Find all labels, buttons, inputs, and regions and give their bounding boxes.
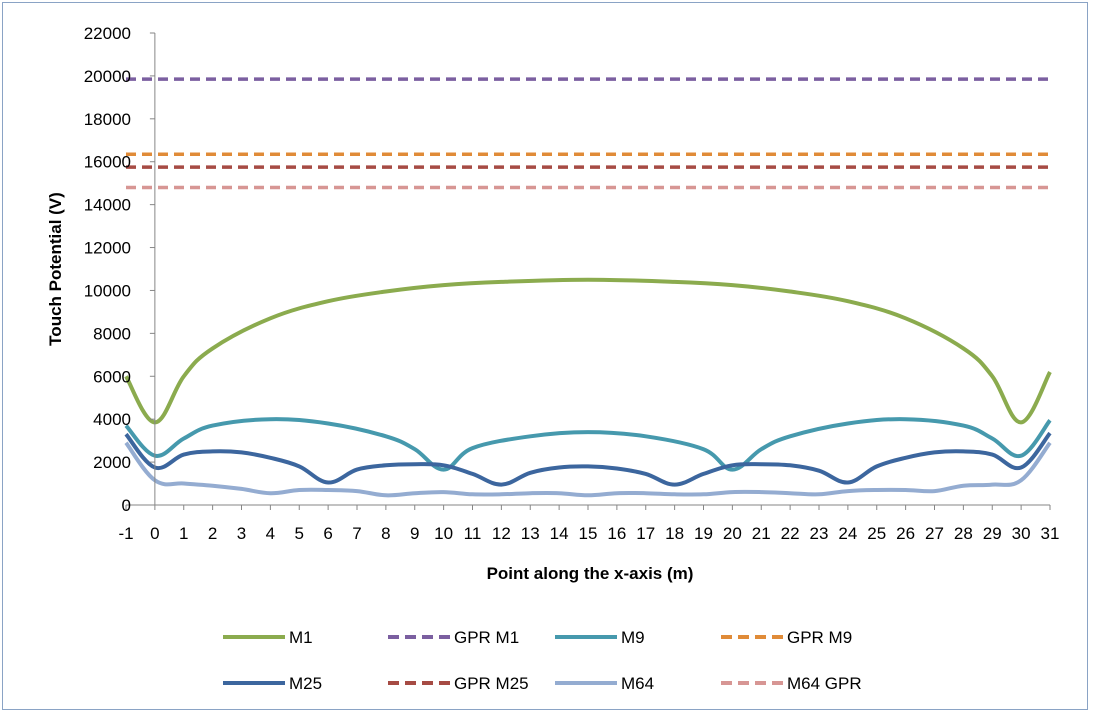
x-tick-label: 21 bbox=[752, 524, 771, 543]
x-tick-label: 26 bbox=[896, 524, 915, 543]
x-tick-label: 9 bbox=[410, 524, 419, 543]
y-tick-label: 14000 bbox=[84, 196, 131, 215]
x-tick-label: 11 bbox=[464, 524, 482, 543]
x-axis-title: Point along the x-axis (m) bbox=[487, 564, 694, 583]
legend-label: GPR M9 bbox=[787, 628, 852, 647]
x-tick-label: 15 bbox=[579, 524, 598, 543]
y-tick-label: 12000 bbox=[84, 239, 131, 258]
legend-label: M64 bbox=[621, 674, 654, 693]
legend-label: M1 bbox=[289, 628, 313, 647]
x-tick-label: 0 bbox=[150, 524, 159, 543]
x-tick-label: 25 bbox=[867, 524, 886, 543]
x-tick-label: -1 bbox=[118, 524, 133, 543]
legend-item-gpr-m25: GPR M25 bbox=[388, 674, 529, 693]
y-tick-label: 8000 bbox=[93, 324, 131, 343]
x-tick-label: 12 bbox=[492, 524, 511, 543]
legend-label: M25 bbox=[289, 674, 322, 693]
x-tick-label: 19 bbox=[694, 524, 713, 543]
x-tick-label: 2 bbox=[208, 524, 217, 543]
axes-group bbox=[125, 32, 1051, 510]
x-tick-label: 23 bbox=[810, 524, 829, 543]
legend-item-m64-gpr: M64 GPR bbox=[721, 674, 862, 693]
x-tick-label: 31 bbox=[1041, 524, 1060, 543]
y-axis-title: Touch Potential (V) bbox=[46, 192, 65, 346]
x-tick-label: 18 bbox=[665, 524, 684, 543]
x-tick-label: 13 bbox=[521, 524, 540, 543]
x-tick-label: 14 bbox=[550, 524, 569, 543]
x-tick-label: 20 bbox=[723, 524, 742, 543]
plot-series-group bbox=[124, 77, 1052, 498]
legend-item-m25: M25 bbox=[223, 674, 322, 693]
legend-label: M9 bbox=[621, 628, 645, 647]
legend-label: GPR M25 bbox=[454, 674, 529, 693]
legend-item-m64: M64 bbox=[555, 674, 654, 693]
series-line-m25 bbox=[124, 431, 1052, 487]
series-line-m1 bbox=[124, 277, 1052, 425]
x-tick-label: 6 bbox=[323, 524, 332, 543]
y-tick-label: 6000 bbox=[93, 367, 131, 386]
x-tick-label: 4 bbox=[266, 524, 275, 543]
x-tick-label: 29 bbox=[983, 524, 1002, 543]
legend-item-m1: M1 bbox=[223, 628, 313, 647]
x-tick-label: 3 bbox=[237, 524, 246, 543]
x-tick-label: 24 bbox=[838, 524, 857, 543]
chart-svg: 0200040006000800010000120001400016000180… bbox=[46, 24, 1060, 693]
legend-item-gpr-m1: GPR M1 bbox=[388, 628, 519, 647]
x-tick-label: 16 bbox=[607, 524, 626, 543]
x-tick-label: 22 bbox=[781, 524, 800, 543]
series-line-m9 bbox=[124, 417, 1052, 472]
legend-label: GPR M1 bbox=[454, 628, 519, 647]
y-tick-label: 22000 bbox=[84, 24, 131, 43]
y-tick-label: 4000 bbox=[93, 410, 131, 429]
x-tick-label: 28 bbox=[954, 524, 973, 543]
x-tick-label: 8 bbox=[381, 524, 390, 543]
tick-labels-group: 0200040006000800010000120001400016000180… bbox=[84, 24, 1060, 543]
legend-item-m9: M9 bbox=[555, 628, 645, 647]
legend-item-gpr-m9: GPR M9 bbox=[721, 628, 852, 647]
x-tick-label: 5 bbox=[295, 524, 304, 543]
x-tick-label: 10 bbox=[434, 524, 453, 543]
legend-label: M64 GPR bbox=[787, 674, 862, 693]
y-tick-label: 18000 bbox=[84, 110, 131, 129]
x-tick-label: 7 bbox=[352, 524, 361, 543]
y-tick-label: 2000 bbox=[93, 453, 131, 472]
x-tick-label: 17 bbox=[636, 524, 655, 543]
legend: M1 GPR M1 M9 GPR M9 M25 GPR M25 M64 M64 GPR bbox=[223, 628, 862, 693]
x-tick-label: 27 bbox=[925, 524, 944, 543]
x-tick-label: 30 bbox=[1012, 524, 1031, 543]
y-tick-label: 16000 bbox=[84, 153, 131, 172]
x-tick-label: 1 bbox=[179, 524, 188, 543]
y-tick-label: 0 bbox=[122, 496, 131, 515]
series-line-m64 bbox=[124, 441, 1052, 498]
y-tick-label: 20000 bbox=[84, 67, 131, 86]
y-tick-label: 10000 bbox=[84, 281, 131, 300]
